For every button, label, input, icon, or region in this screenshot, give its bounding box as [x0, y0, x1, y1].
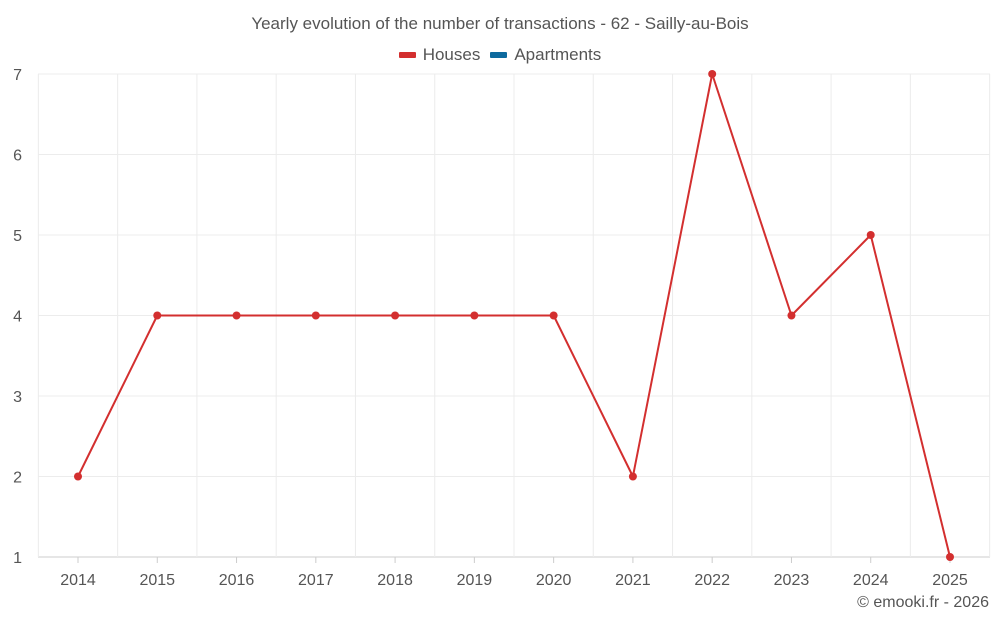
data-point-houses[interactable] — [74, 472, 82, 481]
grid-layer — [37, 73, 991, 558]
data-point-houses[interactable] — [153, 311, 162, 320]
y-tick-label: 1 — [13, 550, 22, 567]
x-tick-label: 2016 — [219, 572, 255, 589]
data-point-houses[interactable] — [549, 311, 558, 320]
x-tick-label: 2014 — [60, 572, 96, 589]
x-tick-label: 2021 — [615, 572, 651, 589]
data-point-houses[interactable] — [232, 311, 241, 320]
chart-title: Yearly evolution of the number of transa… — [251, 14, 749, 33]
chart-legend: Houses Apartments — [0, 45, 1000, 65]
data-point-houses[interactable] — [391, 311, 400, 320]
y-tick-label: 6 — [13, 148, 22, 165]
legend-swatch-apartments — [490, 52, 508, 58]
data-point-houses[interactable] — [787, 311, 796, 320]
data-point-houses[interactable] — [946, 553, 954, 561]
data-point-houses[interactable] — [708, 70, 717, 78]
data-point-houses[interactable] — [866, 231, 875, 239]
legend-item-houses[interactable]: Houses — [398, 45, 481, 65]
x-tick-label: 2024 — [853, 572, 889, 589]
legend-label-apartments: Apartments — [514, 45, 602, 64]
x-tick-label: 2015 — [139, 572, 175, 589]
y-tick-label: 3 — [13, 389, 22, 406]
x-tick-label: 2019 — [457, 572, 493, 589]
axis-layer: 1 2 3 4 5 6 7 2014 2015 2016 2017 2018 2019 2020 2021 2… — [13, 67, 968, 589]
y-tick-label: 4 — [13, 309, 22, 326]
credit-text: © emooki.fr - 2026 — [857, 594, 989, 611]
x-tick-label: 2022 — [694, 572, 730, 589]
x-tick-label: 2023 — [774, 572, 810, 589]
series-line-houses — [77, 73, 951, 558]
y-tick-label: 7 — [13, 67, 22, 84]
x-tick-label: 2020 — [536, 572, 572, 589]
series-layer — [74, 70, 954, 561]
y-tick-label: 2 — [13, 470, 22, 487]
x-tick-label: 2018 — [377, 572, 413, 589]
y-tick-label: 5 — [13, 228, 22, 245]
data-point-houses[interactable] — [311, 311, 320, 320]
legend-swatch-houses — [398, 52, 416, 58]
x-tick-label: 2017 — [298, 572, 334, 589]
legend-label-houses: Houses — [422, 45, 481, 64]
data-point-houses[interactable] — [470, 311, 479, 320]
x-tick-label: 2025 — [932, 572, 968, 589]
data-point-houses[interactable] — [628, 472, 637, 481]
legend-item-apartments[interactable]: Apartments — [490, 45, 601, 65]
